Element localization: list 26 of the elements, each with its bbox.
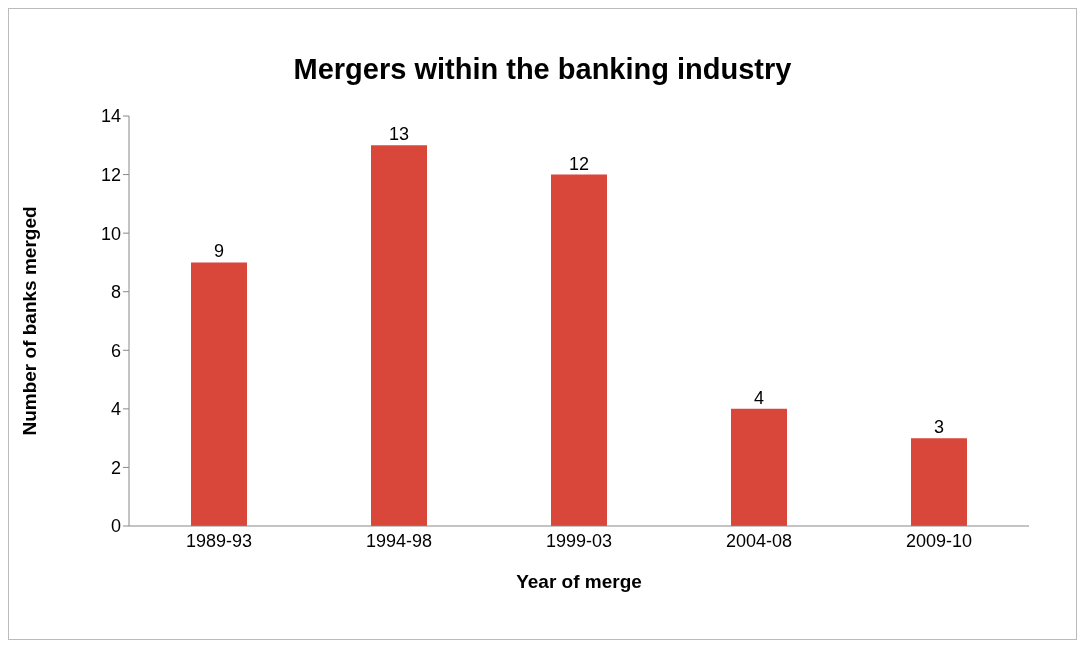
data-label: 9: [213, 241, 225, 262]
bar: [911, 438, 967, 526]
data-label: 4: [753, 387, 765, 408]
x-tick-label: 2004-08: [725, 530, 793, 551]
bar: [731, 408, 787, 526]
y-tick-label: 0: [110, 516, 121, 537]
bar: [191, 262, 247, 526]
x-tick-label: 2009-10: [905, 530, 973, 551]
x-tick-label: 1989-93: [185, 530, 253, 551]
x-axis-title: Year of merge: [516, 571, 642, 592]
y-tick-label: 8: [110, 282, 121, 303]
x-tick-label: 1994-98: [365, 530, 433, 551]
y-tick-label: 2: [110, 457, 121, 478]
data-label: 12: [568, 153, 590, 174]
data-label: 3: [933, 417, 945, 438]
y-tick-label: 6: [110, 340, 121, 361]
data-label: 13: [388, 124, 410, 145]
chart-title: Mergers within the banking industry: [292, 53, 793, 86]
x-tick-label: 1999-03: [545, 530, 613, 551]
y-tick-label: 4: [110, 399, 121, 420]
y-tick-label: 10: [100, 223, 121, 244]
bar: [551, 174, 607, 526]
bar: [371, 145, 427, 526]
y-axis-title: Number of banks merged: [18, 206, 40, 436]
y-tick-label: 14: [100, 106, 121, 127]
y-tick-label: 12: [100, 164, 121, 185]
